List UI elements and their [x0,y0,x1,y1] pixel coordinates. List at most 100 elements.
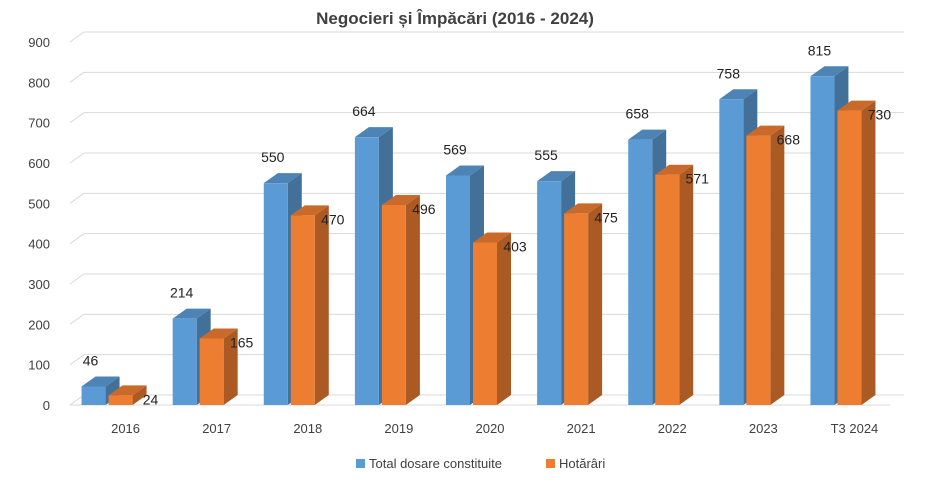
x-tick-label: T3 2024 [831,421,879,436]
bar-top [655,164,694,175]
y-tick-label: 0 [43,398,50,413]
bar [473,232,511,405]
y-tick-label: 900 [28,35,50,50]
x-tick-label: 2016 [111,421,140,436]
data-label: 550 [261,149,285,165]
data-labels: 46 24 214 165 550 470 664 496 569 403 555 475 658 571… [83,42,892,407]
bar [290,205,329,405]
bar-top [108,385,147,396]
bar-top [290,205,329,216]
bar-side [223,328,238,405]
data-label: 668 [777,132,801,148]
y-tick-label: 200 [28,317,50,332]
bar [108,385,147,405]
data-label: 214 [170,285,194,301]
x-tick-label: 2017 [202,421,231,436]
gridline-depth [69,233,85,245]
bar-front [199,338,224,405]
x-tick-label: 2021 [567,421,596,436]
bar-top [199,328,238,339]
legend-label: Hotărâri [559,456,605,471]
bar-top [381,194,420,205]
legend: Total dosare constituite Hotărâri [356,456,605,471]
bar-top [810,66,849,77]
bar-front [446,175,470,405]
x-tick-label: 2018 [293,421,322,436]
bar-top [564,203,603,214]
bar-side [588,203,603,405]
bar-front [381,204,406,405]
bar-front [172,318,197,405]
gridline-depth [69,313,85,325]
y-tick-label: 500 [28,196,50,211]
gridline-depth [69,273,85,285]
bar [564,203,603,405]
bar-side [861,100,876,406]
chart-title: Negocieri și Împăcări (2016 - 2024) [316,9,594,28]
data-label: 403 [503,238,527,254]
bar-top [354,127,393,138]
data-label: 664 [352,103,376,119]
y-tick-label: 100 [28,358,50,373]
data-label: 496 [412,201,436,217]
bar-top [537,171,576,182]
x-tick-label: 2022 [658,421,687,436]
bar-front [655,174,680,405]
y-tick-label: 600 [28,156,50,171]
bar-front [628,139,653,405]
data-label: 24 [143,391,159,407]
bar-front [746,135,771,405]
bar-front [81,386,106,405]
legend-swatch [546,459,555,468]
bar-front [263,183,288,405]
bar-front [564,213,589,405]
x-tick-label: 2019 [384,421,413,436]
data-label: 555 [534,147,558,163]
data-label: 730 [868,107,892,123]
bar-top [719,89,758,100]
bar-front [354,137,379,406]
bar [837,100,876,406]
gridline-depth [69,71,85,83]
bar-top [628,129,667,140]
y-tick-label: 300 [28,277,50,292]
bar [199,328,238,405]
bar [655,164,694,405]
data-label: 658 [626,106,650,122]
bar-front [473,242,497,405]
legend-label: Total dosare constituite [369,456,502,471]
bar-top [172,308,211,319]
data-label: 46 [83,352,99,368]
bar-front [290,215,315,405]
data-label: 571 [686,171,710,187]
x-tick-label: 2020 [476,421,505,436]
x-axis: 2016 2017 2018 2019 2020 2021 2022 2023 T3 2024 [111,421,878,436]
gridline-depth [69,354,85,366]
bar-front [810,76,835,406]
bar-side [679,164,694,405]
bar-top [473,232,511,243]
data-label: 470 [321,211,345,227]
bar-side [497,232,511,405]
x-tick-label: 2023 [749,421,778,436]
bar-top [446,165,484,176]
bar-top [81,376,120,387]
y-tick-label: 800 [28,75,50,90]
bar-front [837,110,862,406]
bars [81,66,876,406]
bar-side [405,194,420,405]
bar-front [108,395,133,405]
bar-top [263,173,302,184]
bar-top [837,100,876,111]
bar-side [314,205,329,405]
data-label: 475 [594,209,618,225]
gridline-depth [69,192,85,204]
y-axis: 0 100 200 300 400 500 600 700 800 900 [28,35,50,413]
bar-side [770,125,785,405]
gridline-depth [69,31,85,43]
gridline-depth [69,112,85,124]
bar [381,194,420,405]
bar-top [746,125,785,136]
